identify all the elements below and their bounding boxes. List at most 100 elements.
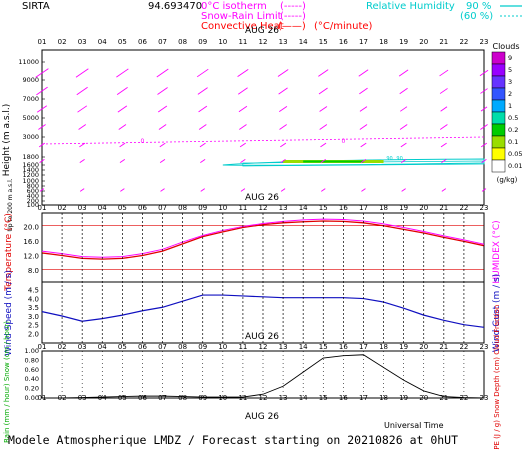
- legend-isotherm: 0°C isotherm: [201, 1, 267, 12]
- hour-label: 23: [480, 38, 489, 46]
- hour-label: 21: [439, 204, 448, 212]
- hour-label: 01: [38, 343, 47, 351]
- clouds-swatch: [491, 99, 506, 113]
- wind-barb: [280, 142, 287, 148]
- wind-barb: [360, 158, 367, 164]
- hour-label: 07: [158, 38, 167, 46]
- height-tick: 800: [27, 182, 39, 190]
- wind-barb: [79, 188, 85, 192]
- hour-label: 03: [78, 204, 87, 212]
- wind-barb: [480, 88, 488, 94]
- height-tick: 400: [27, 192, 39, 200]
- hour-label: 01: [38, 38, 47, 46]
- wind-barb: [401, 188, 406, 192]
- clouds-level: 9: [508, 54, 512, 62]
- wind-barb: [439, 88, 448, 94]
- wind-barb: [237, 68, 249, 78]
- wind-barb: [158, 124, 167, 130]
- wind-barb: [35, 68, 49, 78]
- wind-barb: [240, 158, 246, 164]
- height-axis-subtitle: Up to 200 m a.s.l.: [7, 178, 14, 231]
- hour-label: 20: [419, 343, 428, 351]
- hour-label: 12: [259, 343, 268, 351]
- hour-label: 04: [98, 204, 107, 212]
- clouds-swatch: [491, 123, 506, 137]
- wind-barb: [361, 188, 366, 192]
- hour-label: 17: [359, 343, 368, 351]
- precip-tick: 0.40: [25, 375, 39, 383]
- wind-barb: [116, 68, 129, 78]
- legend-isotherm-style: (-----): [280, 1, 306, 12]
- humidex-line: [41, 218, 485, 258]
- height-tick: 9000: [22, 76, 39, 84]
- clouds-swatch: [491, 159, 506, 173]
- hour-label: 14: [299, 343, 308, 351]
- universal-time-label: Universal Time: [384, 421, 444, 430]
- hour-label: 22: [459, 38, 468, 46]
- hour-label: 11: [238, 38, 247, 46]
- date-label: AUG 26: [245, 332, 279, 342]
- wind-barb: [480, 106, 488, 112]
- cape-axis-title: CAPE (J / g) Snow Depth (cm) Cloud Fract…: [493, 305, 501, 450]
- hour-label: 19: [399, 38, 408, 46]
- rain-axis-title: Rain (mm / hour) Snow (cm / hour): [3, 321, 11, 443]
- site-value: 94.693470: [148, 1, 202, 12]
- legend-rh: Relative Humidity: [366, 1, 455, 12]
- height-tick: 1400: [22, 166, 39, 174]
- hour-label: 20: [419, 38, 428, 46]
- wind-barb: [39, 158, 45, 164]
- legend-snow-rain-style: (-----): [280, 11, 306, 22]
- clouds-level: 3: [508, 78, 512, 86]
- hour-label: 15: [319, 38, 328, 46]
- hour-label: 14: [299, 38, 308, 46]
- height-tick: 5000: [22, 114, 39, 122]
- hour-label: 21: [439, 38, 448, 46]
- rh-contour-label: 90: [386, 156, 392, 162]
- clouds-level: 2: [508, 90, 512, 98]
- clouds-level: 0.05: [508, 150, 522, 158]
- wind-speed-tick: 4.0: [28, 295, 39, 303]
- wind-barb: [78, 124, 87, 130]
- clouds-swatch: [491, 51, 506, 65]
- hour-label: 05: [118, 38, 127, 46]
- hour-label: 10: [218, 343, 227, 351]
- wind-barb: [321, 188, 326, 192]
- clouds-level: 0.2: [508, 126, 518, 134]
- wind-barb: [156, 68, 169, 78]
- temperature-line: [41, 220, 485, 260]
- clouds-swatch: [491, 135, 506, 149]
- wind-barb: [359, 87, 368, 95]
- wind-barb: [75, 68, 89, 78]
- height-tick: 11000: [18, 58, 39, 66]
- wind-barb: [398, 69, 409, 77]
- wind-barb: [399, 124, 408, 130]
- panel-frame: [41, 49, 485, 206]
- hour-label: 13: [279, 38, 288, 46]
- hour-label: 12: [259, 204, 268, 212]
- clouds-level: 1: [508, 102, 512, 110]
- wind-speed-tick: 3.5: [28, 304, 39, 312]
- rh-contour-label: 90: [396, 156, 402, 162]
- wind-barb: [480, 142, 488, 148]
- wind-barb: [117, 105, 128, 113]
- wind-barb: [320, 142, 327, 148]
- wind-barb: [318, 87, 328, 95]
- wind-speed-tick: 2.5: [28, 322, 39, 330]
- humidex-axis-title: HUMIDEX (°C): [492, 220, 502, 283]
- temp-tick: 8.0: [28, 267, 39, 275]
- hour-label: 04: [98, 38, 107, 46]
- hour-label: 13: [279, 204, 288, 212]
- wind-barb: [400, 106, 408, 112]
- cloud-fill-dense: [303, 160, 364, 163]
- hour-label: 02: [58, 204, 67, 212]
- wind-barb: [481, 188, 487, 192]
- wind-barb: [277, 69, 289, 77]
- legend-convective: Convective Heat: [201, 21, 284, 32]
- wind-speed-panel: 4.54.03.53.02.52.0: [28, 213, 485, 344]
- wind-barb: [239, 142, 246, 148]
- wind-barb: [197, 87, 208, 95]
- hour-label: 20: [419, 204, 428, 212]
- wind-barb: [38, 142, 46, 148]
- wind-barb: [199, 142, 206, 148]
